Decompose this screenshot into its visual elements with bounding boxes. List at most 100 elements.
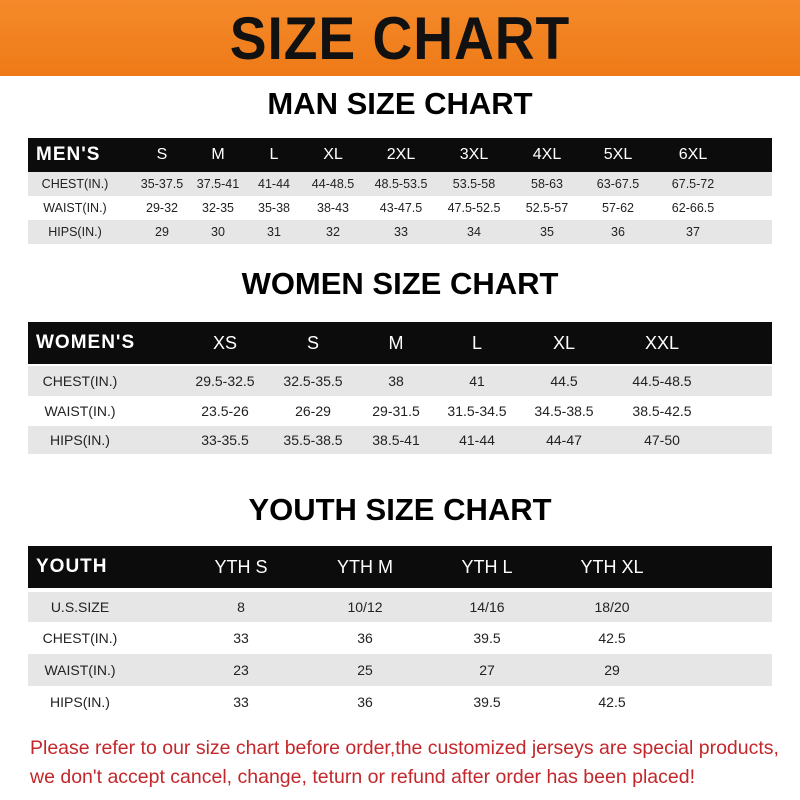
table-cell: 53.5-58 [452,177,496,191]
size-header: S [156,146,168,163]
row-label: CHEST(IN.) [42,630,118,646]
table-title: MEN'S [36,144,101,165]
size-header: XL [552,332,576,353]
table-cell: 32-35 [202,201,234,215]
table-cell: 8 [237,599,245,615]
table-row: HIPS(IN.) 33-35.5 35.5-38.5 38.5-41 41-44 44-… [28,426,772,454]
table-cell: 29.5-32.5 [195,373,255,389]
notice: Please refer to our size chart before or… [30,734,790,792]
table-cell: 36 [357,693,373,710]
table-cell: 29 [604,662,620,678]
table-cell: 25 [357,662,373,678]
table-cell: 63-67.5 [596,177,640,191]
row-label: HIPS(IN.) [50,432,110,448]
size-header: YTH XL [580,556,644,577]
row-label: U.S.SIZE [50,599,110,615]
table-cell: 38 [388,373,404,389]
table-cell: 47.5-52.5 [447,201,501,215]
size-header: M [388,332,404,353]
women-header-row: WOMEN'S XS S M L XL XXL [28,322,772,364]
table-cell: 34.5-38.5 [534,403,594,419]
size-header: M [211,146,225,163]
table-cell: 38.5-41 [372,432,420,448]
table-row: HIPS(IN.) 33 36 39.5 42.5 [28,686,772,717]
banner-title: SIZE CHART [229,4,571,72]
table-cell: 42.5 [598,693,626,710]
size-header: L [269,146,279,163]
table-title: WOMEN'S [36,332,136,353]
size-header: 4XL [532,146,562,163]
table-cell: 34 [467,225,481,239]
table-title: YOUTH [36,556,108,577]
table-cell: 37.5-41 [196,177,240,191]
row-label: CHEST(IN.) [41,177,109,191]
table-cell: 33-35.5 [201,432,249,448]
table-cell: 44.5-48.5 [632,373,692,389]
table-cell: 29-31.5 [372,403,420,419]
table-row: WAIST(IN.) 29-32 32-35 35-38 38-43 43-47.5 47.… [28,196,772,220]
size-header: 6XL [678,146,708,163]
table-row: CHEST(IN.) 33 36 39.5 42.5 [28,622,772,654]
table-cell: 31 [267,225,281,239]
size-header: XS [212,332,238,353]
size-header: YTH M [337,556,393,577]
men-header-row: MEN'S S M L XL 2XL 3XL 4XL 5XL 6XL [28,138,772,172]
table-cell: 35-37.5 [140,177,184,191]
table-cell: 67.5-72 [671,177,715,191]
table-row: HIPS(IN.) 29 30 31 32 33 34 35 36 37 [28,220,772,244]
table-cell: 32.5-35.5 [283,373,343,389]
table-cell: 42.5 [598,630,626,646]
size-header: 5XL [603,146,633,163]
table-cell: 33 [233,630,249,646]
women-section-title: WOMEN SIZE CHART [241,266,559,301]
row-label: WAIST(IN.) [43,201,107,215]
table-cell: 33 [394,225,408,239]
table-cell: 35 [540,225,554,239]
table-cell: 32 [326,225,340,239]
table-cell: 26-29 [295,403,331,419]
table-cell: 35.5-38.5 [283,432,343,448]
table-row: U.S.SIZE 8 10/12 14/16 18/20 [28,592,772,622]
table-cell: 38-43 [317,201,349,215]
men-section-title: MAN SIZE CHART [267,86,533,121]
table-cell: 38.5-42.5 [632,403,692,419]
size-header: S [306,332,320,353]
table-cell: 44-47 [546,432,582,448]
table-cell: 41 [469,373,485,389]
table-cell: 52.5-57 [525,201,569,215]
table-row: CHEST(IN.) 29.5-32.5 32.5-35.5 38 41 44.5 44.5… [28,366,772,396]
banner: SIZE CHART [0,0,800,76]
row-label: WAIST(IN.) [44,403,116,419]
table-cell: 39.5 [473,630,501,646]
row-label: HIPS(IN.) [48,225,102,239]
youth-header-row: YOUTH YTH S YTH M YTH L YTH XL [28,546,772,588]
table-cell: 10/12 [347,599,383,615]
notice-line-1: Please refer to our size chart before or… [30,737,779,759]
table-cell: 29 [155,225,169,239]
table-row: CHEST(IN.) 35-37.5 37.5-41 41-44 44-48.5 48.5… [28,172,772,196]
table-cell: 31.5-34.5 [447,403,507,419]
table-row: WAIST(IN.) 23.5-26 26-29 29-31.5 31.5-34.5 34… [28,396,772,426]
table-cell: 29-32 [146,201,178,215]
table-cell: 41-44 [459,432,495,448]
table-cell: 37 [686,225,700,239]
table-cell: 47-50 [644,432,680,448]
size-header: L [471,332,483,353]
table-cell: 18/20 [594,599,630,615]
table-cell: 43-47.5 [379,201,423,215]
table-cell: 48.5-53.5 [374,177,428,191]
size-header: YTH S [214,556,268,577]
table-cell: 44.5 [550,373,578,389]
table-cell: 33 [233,693,249,710]
size-header: 2XL [386,146,416,163]
table-cell: 30 [211,225,225,239]
size-header: XXL [644,332,680,353]
size-header: YTH L [461,556,513,577]
table-cell: 35-38 [258,201,290,215]
table-cell: 44-48.5 [311,177,355,191]
youth-section-title: YOUTH SIZE CHART [248,492,552,527]
table-cell: 27 [479,662,495,678]
table-cell: 57-62 [602,201,634,215]
row-label: HIPS(IN.) [50,693,110,710]
table-row: WAIST(IN.) 23 25 27 29 [28,654,772,686]
